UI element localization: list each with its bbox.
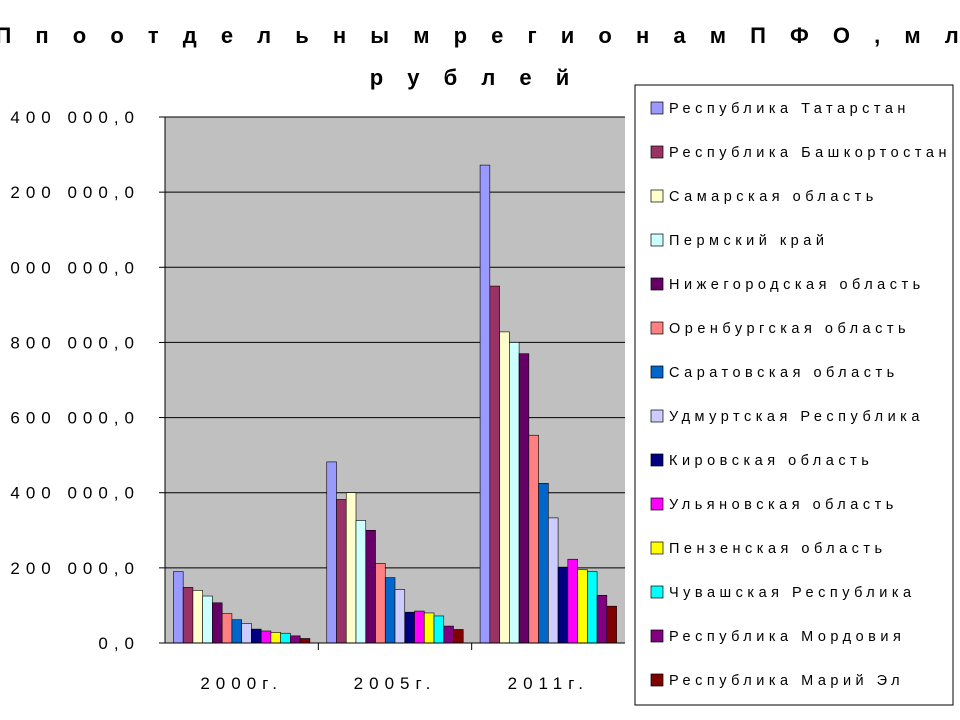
bar	[365, 529, 376, 644]
bar	[260, 630, 272, 644]
bar	[528, 434, 539, 644]
legend-swatch	[650, 453, 664, 467]
bar	[299, 638, 311, 644]
chart-title: В Р П п о о т д е л ь н ы м р е г и о н …	[0, 23, 960, 90]
bar	[280, 632, 291, 644]
bar	[336, 499, 347, 644]
bar	[202, 595, 213, 644]
legend-swatch	[650, 673, 664, 687]
legend-swatch	[650, 145, 664, 159]
legend-swatch	[650, 189, 664, 203]
legend-entry: Нижегородская область	[669, 277, 925, 293]
bar	[453, 629, 464, 644]
legend: Республика Татарстан Республика Башкортос…	[634, 84, 954, 706]
chart-title-line-1: В Р П п о о т д е л ь н ы м р е г и о н …	[0, 23, 960, 48]
bar	[606, 605, 617, 644]
bar	[182, 587, 194, 644]
bar	[394, 589, 406, 644]
legend-entry: Кировская область	[669, 453, 873, 469]
legend-box	[634, 84, 954, 706]
bar	[423, 612, 435, 644]
x-tick-label: 2005г.	[354, 674, 437, 693]
bar	[499, 331, 510, 644]
bar	[414, 610, 425, 644]
bar	[270, 632, 281, 644]
bar	[345, 492, 357, 644]
bar	[192, 590, 203, 644]
legend-entry: Ульяновская область	[669, 497, 898, 513]
bar	[173, 571, 184, 644]
legend-entry: Самарская область	[669, 189, 878, 205]
bar	[443, 625, 454, 644]
legend-swatch	[650, 585, 664, 599]
bar	[375, 563, 386, 644]
bar	[221, 613, 233, 644]
bar	[404, 611, 415, 644]
chart-title-line-2: р у б л е й	[370, 65, 579, 90]
legend-swatch	[650, 277, 664, 291]
bar	[290, 635, 301, 644]
x-tick-label: 2000г.	[200, 674, 283, 693]
legend-entry: Чувашская Республика	[669, 585, 916, 601]
y-tick-label: 1 000 000,0	[0, 258, 140, 277]
legend-entry: Республика Мордовия	[669, 629, 905, 645]
bar	[433, 615, 445, 644]
bar	[326, 461, 337, 644]
legend-entry: Удмуртская Республика	[669, 409, 924, 425]
bar	[251, 628, 262, 644]
bar	[479, 164, 491, 644]
gridlines	[165, 116, 625, 569]
legend-entry: Республика Башкортостан	[669, 145, 951, 161]
y-tick-label: 0,0	[98, 634, 140, 653]
legend-entry: Оренбургская область	[669, 321, 910, 337]
bar	[231, 619, 242, 644]
bar	[509, 342, 520, 644]
bar	[577, 569, 588, 644]
bar	[557, 566, 569, 644]
bar	[241, 623, 252, 644]
legend-entry: Саратовская область	[669, 365, 899, 381]
x-axis-tick-labels: 2000г. 2005г. 2011г.	[200, 674, 589, 693]
bar	[587, 571, 598, 644]
x-tick-label: 2011г.	[508, 674, 589, 693]
legend-entry: Республика Марий Эл	[669, 673, 904, 689]
legend-swatch	[650, 629, 664, 643]
legend-entry: Пермский край	[669, 233, 828, 249]
axes	[159, 116, 625, 650]
legend-swatch	[650, 365, 664, 379]
y-tick-label: 1 200 000,0	[0, 183, 140, 202]
bars	[173, 164, 617, 644]
bar	[567, 558, 578, 644]
bar	[489, 285, 500, 644]
bar	[596, 594, 608, 644]
legend-swatch	[650, 101, 664, 115]
y-axis-tick-labels: 0,0 200 000,0 400 000,0 600 000,0 800 000,0 1…	[0, 108, 140, 653]
y-tick-label: 400 000,0	[10, 484, 140, 503]
bar	[538, 483, 549, 644]
legend-entry: Республика Татарстан	[669, 101, 910, 117]
y-tick-label: 1 400 000,0	[0, 108, 140, 127]
legend-swatch	[650, 233, 664, 247]
legend-swatch	[650, 409, 664, 423]
bar	[355, 520, 367, 644]
bar	[384, 577, 396, 644]
legend-swatch	[650, 497, 664, 511]
y-tick-label: 200 000,0	[10, 559, 140, 578]
bar	[548, 517, 559, 644]
y-tick-label: 600 000,0	[10, 409, 140, 428]
y-tick-label: 800 000,0	[10, 333, 140, 352]
legend-swatch	[650, 541, 664, 555]
legend-entry: Пензенская область	[669, 541, 887, 557]
bar	[518, 353, 530, 644]
bar	[212, 602, 223, 644]
legend-swatch	[650, 321, 664, 335]
